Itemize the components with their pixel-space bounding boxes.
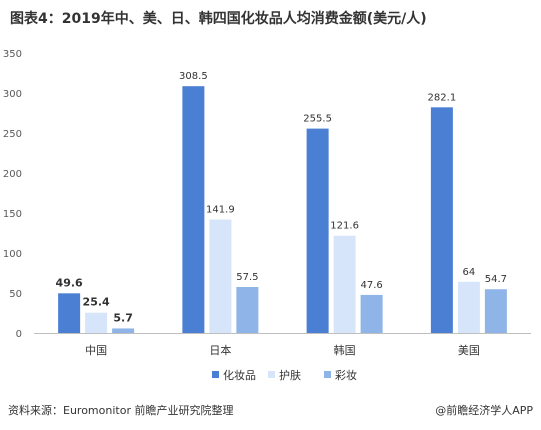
y-tick-label: 150 bbox=[3, 209, 22, 220]
data-label: 255.5 bbox=[303, 114, 332, 125]
bar bbox=[85, 312, 108, 333]
legend-swatch bbox=[268, 371, 275, 378]
y-tick-label: 350 bbox=[3, 49, 22, 60]
legend-swatch bbox=[324, 371, 331, 378]
bar bbox=[457, 281, 480, 333]
y-axis: 0 50 100 150 200 250 300 350 bbox=[3, 49, 22, 340]
bar bbox=[360, 294, 383, 333]
data-label: 49.6 bbox=[56, 276, 83, 289]
category-label: 韩国 bbox=[334, 343, 356, 357]
data-label: 121.6 bbox=[330, 221, 359, 232]
bar bbox=[58, 293, 81, 333]
legend-label: 护肤 bbox=[279, 368, 301, 382]
data-label: 25.4 bbox=[83, 296, 110, 309]
bar bbox=[484, 289, 507, 333]
data-label: 282.1 bbox=[428, 92, 457, 103]
legend-swatch bbox=[212, 371, 219, 378]
y-tick-label: 50 bbox=[9, 289, 22, 300]
bars bbox=[58, 86, 507, 333]
bar bbox=[209, 219, 232, 333]
legend: 化妆品 护肤 彩妆 bbox=[212, 368, 357, 382]
data-label: 141.9 bbox=[206, 204, 235, 215]
bar bbox=[112, 328, 135, 333]
data-label: 308.5 bbox=[179, 71, 208, 82]
bar bbox=[182, 86, 205, 333]
chart-title: 图表4：2019年中、美、日、韩四国化妆品人均消费金额(美元/人) bbox=[10, 11, 427, 27]
data-labels: 49.625.45.7 308.5 141.9 57.5 255.5 121.6 47.6 2… bbox=[56, 71, 507, 324]
legend-label: 化妆品 bbox=[223, 368, 256, 382]
brand-credit: @前瞻经济学人APP bbox=[435, 404, 533, 417]
legend-label: 彩妆 bbox=[335, 369, 357, 382]
y-tick-label: 200 bbox=[3, 169, 22, 180]
data-label: 64 bbox=[463, 267, 476, 278]
x-axis-categories: 中国 日本 韩国 美国 bbox=[85, 343, 480, 357]
data-label: 47.6 bbox=[360, 280, 382, 291]
bar bbox=[306, 128, 329, 333]
y-tick-label: 300 bbox=[3, 89, 22, 100]
source-note: 资料来源：Euromonitor 前瞻产业研究院整理 bbox=[8, 404, 234, 417]
category-label: 美国 bbox=[458, 344, 480, 357]
y-tick-label: 100 bbox=[3, 249, 22, 260]
data-label: 54.7 bbox=[485, 274, 507, 285]
bar bbox=[333, 235, 356, 333]
category-label: 中国 bbox=[85, 344, 107, 357]
y-tick-label: 250 bbox=[3, 129, 22, 140]
data-label: 5.7 bbox=[113, 311, 133, 324]
bar bbox=[236, 287, 259, 333]
bar bbox=[430, 107, 453, 333]
category-label: 日本 bbox=[209, 343, 231, 357]
data-label: 57.5 bbox=[236, 272, 258, 283]
y-tick-label: 0 bbox=[16, 329, 22, 340]
